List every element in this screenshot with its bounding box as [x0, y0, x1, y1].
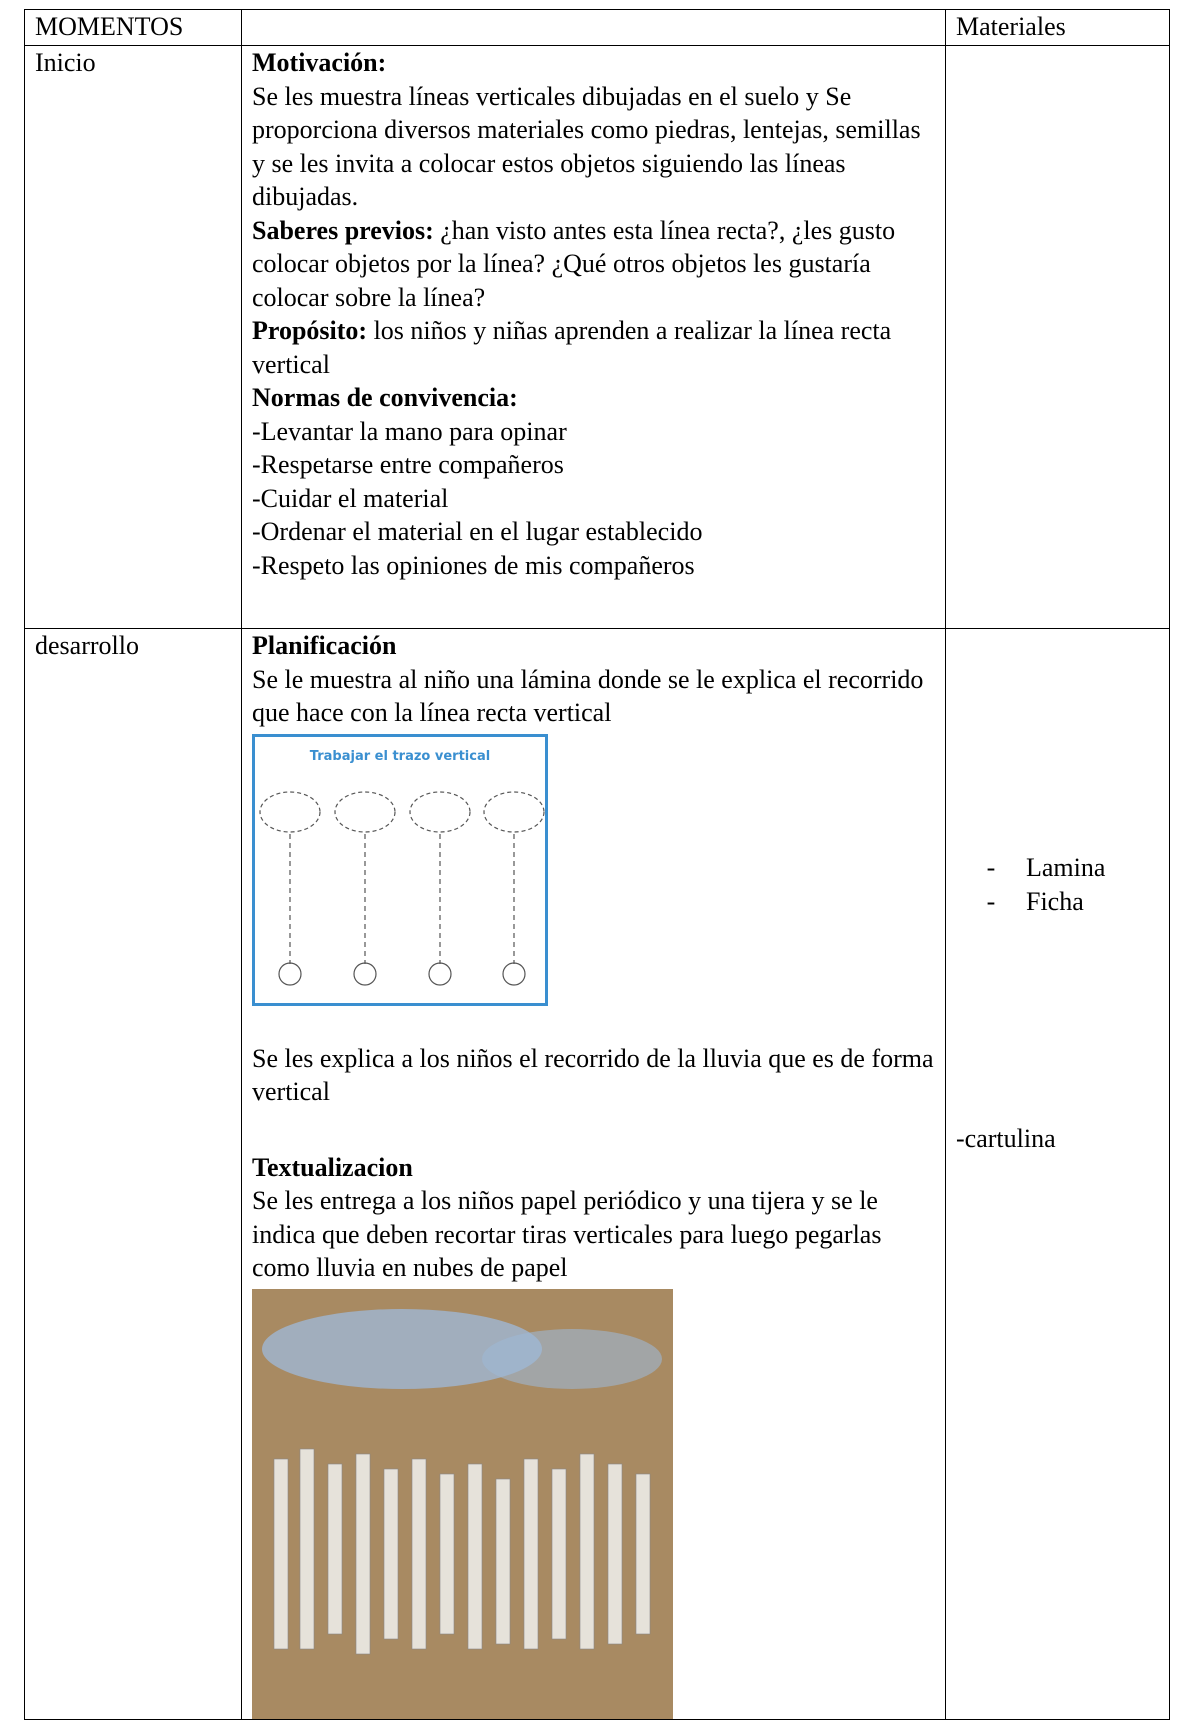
heading: Saberes previos: [252, 215, 434, 245]
paragraph: Se le muestra al niño una lámina donde s… [252, 664, 924, 728]
header-cell: MOMENTOS [24, 9, 242, 46]
materials-cell [945, 45, 1170, 629]
heading: Motivación: [252, 46, 935, 80]
moment-cell: desarrollo [24, 628, 242, 1720]
paragraph: Propósito: los niños y niñas aprenden a … [252, 314, 935, 381]
content-cell: Planificación Se le muestra al niño una … [241, 628, 946, 1720]
norm-item: -Levantar la mano para opinar [252, 416, 567, 446]
material: Lamina [1026, 853, 1106, 882]
heading: Textualizacion [252, 1151, 935, 1185]
lesson-table: MOMENTOS Materiales Inicio Motivación: S… [24, 9, 1170, 1720]
materials-list: - Lamina - Ficha [956, 851, 1159, 918]
text: los niños y niñas aprenden a realizar la… [252, 316, 892, 379]
material-item: - Lamina [956, 851, 1159, 885]
heading: Motivación: [252, 48, 387, 77]
paragraph: Se les entrega a los niños papel periódi… [252, 1186, 882, 1282]
heading: Planificación [252, 631, 397, 660]
norm-item: -Cuidar el material [252, 483, 449, 513]
moment-cell: Inicio [24, 45, 242, 629]
worksheet-image: Trabajar el trazo vertical [252, 733, 548, 1006]
norms-list: -Levantar la mano para opinar -Respetarse… [252, 415, 935, 583]
heading: Planificación [252, 629, 935, 663]
heading: Textualizacion [252, 1152, 413, 1182]
paragraph: Se les muestra líneas verticales dibujad… [252, 81, 921, 212]
content-cell: Motivación: Se les muestra líneas vertic… [241, 45, 946, 629]
dash: - [986, 853, 996, 882]
materials-cell: - Lamina - Ficha -cartulina [945, 628, 1170, 1720]
material: -cartulina [956, 1124, 1056, 1153]
craft-photo [252, 1288, 673, 1719]
heading: Normas de convivencia: [252, 381, 935, 415]
norm-item: -Respeto las opiniones de mis compañeros [252, 550, 695, 580]
material: Ficha [1026, 886, 1084, 916]
image-title: Trabajar el trazo vertical [310, 749, 490, 764]
norm-item: -Ordenar el material en el lugar estable… [252, 517, 703, 546]
text: ¿han visto antes esta línea recta?, ¿les… [252, 215, 896, 312]
norm-item: -Respetarse entre compañeros [252, 450, 564, 479]
heading: Normas de convivencia: [252, 383, 518, 412]
material-item: - Ficha [956, 885, 1159, 919]
header-cell [241, 9, 946, 46]
paragraph: Saberes previos: ¿han visto antes esta l… [252, 214, 935, 315]
header-cell: Materiales [945, 9, 1170, 46]
heading: Propósito: [252, 316, 368, 345]
paragraph: Se les explica a los niños el recorrido … [252, 1043, 934, 1107]
dash: - [986, 886, 996, 916]
